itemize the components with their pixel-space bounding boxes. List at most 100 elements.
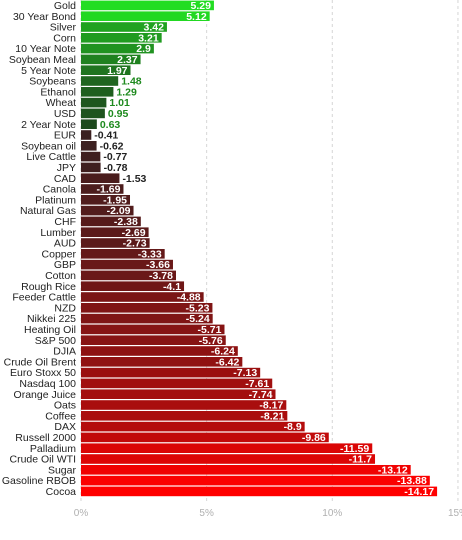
- value-label: -0.78: [104, 162, 128, 174]
- value-label: -8.9: [284, 421, 302, 433]
- bar: [81, 173, 120, 183]
- value-label: -11.59: [340, 443, 369, 455]
- value-label: -2.09: [107, 205, 131, 217]
- bars: [81, 0, 438, 497]
- value-label: -2.73: [123, 238, 147, 250]
- bar: [81, 313, 213, 324]
- bar: [81, 432, 329, 443]
- bar: [81, 0, 214, 11]
- value-label: 0.95: [108, 108, 129, 120]
- value-label: -1.95: [103, 194, 127, 206]
- value-label: -5.23: [185, 302, 209, 314]
- value-label: 1.29: [116, 86, 137, 98]
- category-label: Ethanol: [40, 86, 76, 98]
- category-label: Soybeans: [29, 76, 76, 88]
- value-label: -2.69: [122, 227, 146, 239]
- bar: [81, 22, 167, 32]
- value-label: 2.37: [117, 54, 138, 66]
- bar: [81, 162, 101, 173]
- value-label: 2.9: [136, 43, 151, 55]
- value-label: -6.24: [211, 346, 235, 358]
- bar: [81, 421, 305, 432]
- category-label: Palladium: [30, 443, 76, 455]
- bar: [81, 216, 141, 227]
- category-label: Soybean Meal: [9, 54, 76, 66]
- category-label: Gasoline RBOB: [2, 475, 76, 487]
- category-label: S&P 500: [35, 335, 76, 347]
- value-label: -2.38: [114, 216, 138, 228]
- x-axis-ticks: 0% 5% 10% 15%: [74, 508, 462, 519]
- value-label: -0.41: [94, 130, 118, 142]
- bar: [81, 195, 131, 205]
- x-tick-label: 5%: [199, 508, 214, 519]
- category-label: Heating Oil: [24, 324, 76, 336]
- category-label: Soybean oil: [21, 140, 76, 152]
- category-label: Cotton: [45, 270, 76, 282]
- value-label: 1.01: [109, 97, 130, 109]
- value-label: -11.7: [349, 454, 373, 466]
- bar: [81, 11, 210, 21]
- category-label: NZD: [54, 302, 76, 314]
- bar: [81, 108, 105, 119]
- value-labels: 5.295.123.423.212.92.371.971.481.291.010…: [94, 0, 434, 498]
- value-label: -3.33: [138, 248, 162, 260]
- bar: [81, 205, 134, 216]
- category-label: Copper: [42, 248, 77, 260]
- bar: [81, 184, 124, 194]
- bar: [81, 87, 114, 97]
- bar: [81, 76, 119, 86]
- value-label: -0.77: [103, 151, 127, 163]
- value-label: -6.42: [215, 356, 239, 368]
- value-label: -0.62: [100, 140, 124, 152]
- bar: [81, 43, 154, 54]
- value-label: -5.76: [199, 335, 223, 347]
- category-label: Feeder Cattle: [12, 292, 76, 304]
- bar: [81, 249, 165, 259]
- x-tick-label: 10%: [322, 508, 342, 519]
- bar: [81, 227, 149, 237]
- category-label: Coffee: [45, 410, 76, 422]
- category-label: Live Cattle: [26, 151, 76, 163]
- value-label: -8.17: [259, 400, 283, 412]
- value-label: 1.97: [107, 65, 128, 77]
- bar: [81, 292, 204, 302]
- value-label: 5.12: [186, 11, 207, 23]
- category-label: Nikkei 225: [27, 313, 76, 325]
- category-label: Rough Rice: [21, 281, 76, 293]
- bar: [81, 411, 288, 421]
- category-label: AUD: [54, 238, 77, 250]
- value-label: -14.17: [404, 486, 434, 498]
- value-label: -5.24: [186, 313, 210, 325]
- value-label: -3.78: [149, 270, 173, 282]
- category-label: JPY: [57, 162, 76, 174]
- category-label: Platinum: [35, 194, 76, 206]
- value-label: -13.88: [397, 475, 427, 487]
- category-label: 30 Year Bond: [13, 11, 76, 23]
- x-tick-label: 15%: [448, 508, 462, 519]
- bar: [81, 65, 131, 75]
- category-label: USD: [54, 108, 77, 120]
- bar: [81, 33, 162, 43]
- bar: [81, 54, 141, 65]
- value-label: -5.71: [198, 324, 222, 336]
- value-label: -4.88: [177, 292, 201, 304]
- category-label: Russell 2000: [15, 432, 76, 444]
- bar: [81, 97, 107, 108]
- category-label: Lumber: [40, 227, 76, 239]
- value-label: -3.66: [146, 259, 170, 271]
- category-label: Orange Juice: [14, 389, 77, 401]
- category-label: Sugar: [48, 464, 77, 476]
- category-label: Cocoa: [46, 486, 77, 498]
- category-label: Oats: [54, 400, 76, 412]
- category-label: 2 Year Note: [21, 119, 76, 131]
- value-label: -4.1: [163, 281, 181, 293]
- value-label: -9.86: [302, 432, 326, 444]
- bar: [81, 357, 243, 367]
- category-label: Gold: [54, 0, 76, 12]
- bar: [81, 259, 173, 270]
- category-label: Euro Stoxx 50: [10, 367, 76, 379]
- bar: [81, 400, 287, 410]
- value-label: 5.29: [191, 0, 212, 12]
